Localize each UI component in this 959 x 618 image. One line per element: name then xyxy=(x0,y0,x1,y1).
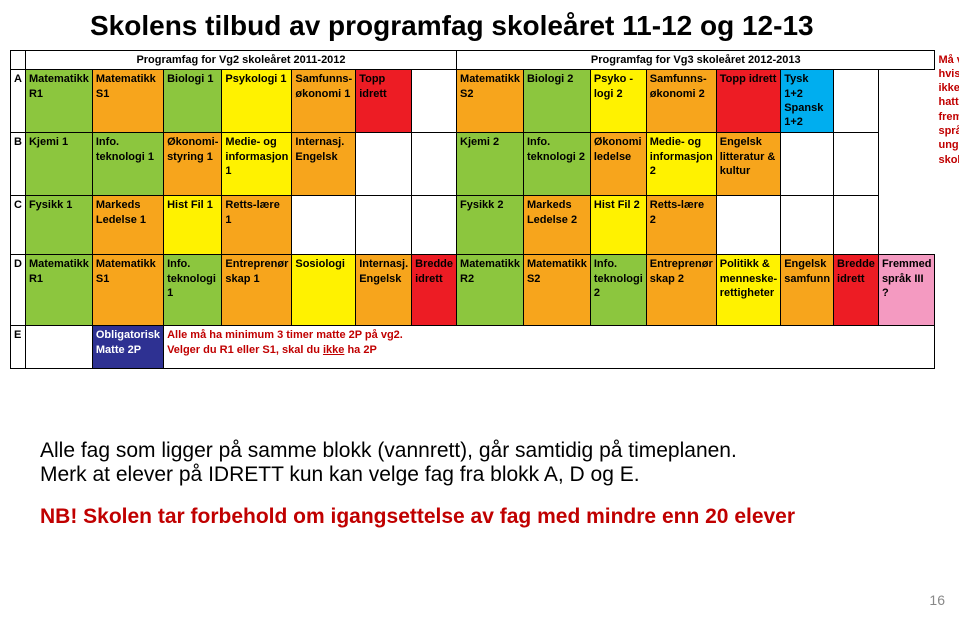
row-label-A: A xyxy=(11,70,26,133)
subject-cell: Kjemi 2 xyxy=(457,133,524,196)
empty-cell xyxy=(292,196,356,255)
subject-cell: Matematikk R1 xyxy=(25,70,92,133)
subject-cell: Psykologi 1 xyxy=(222,70,292,133)
subject-cell: Bredde idrett xyxy=(834,255,879,326)
subject-cell: Matematikk S2 xyxy=(523,255,590,326)
header-right: Programfag for Vg3 skoleåret 2012-2013 xyxy=(457,51,935,70)
subject-cell: Økonomi ledelse xyxy=(590,133,646,196)
subject-cell: Psyko -logi 2 xyxy=(590,70,646,133)
subject-cell: Entreprenør skap 2 xyxy=(646,255,716,326)
page-title: Skolens tilbud av programfag skoleåret 1… xyxy=(10,10,949,42)
subject-cell: Kjemi 1 xyxy=(25,133,92,196)
subject-cell: Økonomi-styring 1 xyxy=(164,133,222,196)
subject-cell: Matematikk S1 xyxy=(92,70,163,133)
subject-cell: Topp idrett xyxy=(716,70,780,133)
empty-cell xyxy=(356,133,412,196)
subject-cell: Samfunns-økonomi 1 xyxy=(292,70,356,133)
subject-cell: Info. teknologi 1 xyxy=(92,133,163,196)
footer-notes: Alle fag som ligger på samme blokk (vann… xyxy=(10,439,949,529)
e-note: Alle må ha minimum 3 timer matte 2P på v… xyxy=(164,326,935,369)
subject-cell: Matematikk S2 xyxy=(457,70,524,133)
subject-cell: Internasj. Engelsk xyxy=(356,255,412,326)
header-left: Programfag for Vg2 skoleåret 2011-2012 xyxy=(25,51,456,70)
subject-cell: Medie- og informasjon 2 xyxy=(646,133,716,196)
empty-cell xyxy=(412,133,457,196)
row-label-B: B xyxy=(11,133,26,196)
subject-cell: Fremmed språk III ? xyxy=(878,255,935,326)
subject-cell: Hist Fil 1 xyxy=(164,196,222,255)
row-C: CFysikk 1Markeds Ledelse 1Hist Fil 1Rett… xyxy=(11,196,959,255)
subject-cell: Hist Fil 2 xyxy=(590,196,646,255)
e-obligatorisk: Obligatorisk Matte 2P xyxy=(92,326,163,369)
row-D: DMatematikk R1Matematikk S1Info. teknolo… xyxy=(11,255,959,326)
row-B: BKjemi 1Info. teknologi 1Økonomi-styring… xyxy=(11,133,959,196)
subject-cell: Info. teknologi 1 xyxy=(164,255,222,326)
subject-cell: Engelsk litteratur & kultur xyxy=(716,133,780,196)
empty-cell xyxy=(781,196,834,255)
footer-nb: NB! Skolen tar forbehold om igangsettels… xyxy=(40,505,949,529)
empty-cell xyxy=(412,196,457,255)
empty-cell xyxy=(834,70,879,133)
subject-cell: Matematikk S1 xyxy=(92,255,163,326)
row-label-D: D xyxy=(11,255,26,326)
subject-cell: Retts-lære 2 xyxy=(646,196,716,255)
subject-cell: Biologi 1 xyxy=(164,70,222,133)
footer-line1: Alle fag som ligger på samme blokk (vann… xyxy=(40,439,949,463)
empty-cell xyxy=(716,196,780,255)
row-label-C: C xyxy=(11,196,26,255)
subject-cell: Internasj. Engelsk xyxy=(292,133,356,196)
subject-cell: Bredde idrett xyxy=(412,255,457,326)
subject-cell: Samfunns-økonomi 2 xyxy=(646,70,716,133)
subject-cell: Fysikk 1 xyxy=(25,196,92,255)
corner-cell xyxy=(11,51,26,70)
empty-cell xyxy=(781,133,834,196)
subject-cell: Matematikk R2 xyxy=(457,255,524,326)
row-A: AMatematikk R1Matematikk S1Biologi 1Psyk… xyxy=(11,70,959,133)
row-label-E: E xyxy=(11,326,26,369)
subject-cell: Entreprenør skap 1 xyxy=(222,255,292,326)
schedule-table: Programfag for Vg2 skoleåret 2011-2012 P… xyxy=(10,50,959,369)
subject-cell: Topp idrett xyxy=(356,70,412,133)
row-E: E Obligatorisk Matte 2P Alle må ha minim… xyxy=(11,326,959,369)
subject-cell: Info. teknologi 2 xyxy=(590,255,646,326)
empty-cell xyxy=(834,196,879,255)
subject-cell: Markeds Ledelse 1 xyxy=(92,196,163,255)
subject-cell: Politikk & menneske-rettigheter xyxy=(716,255,780,326)
subject-cell: Tysk 1+2 Spansk 1+2 xyxy=(781,70,834,133)
subject-cell: Matematikk R1 xyxy=(25,255,92,326)
side-note: Må velges hvis du ikke har hatt fremmed-… xyxy=(935,51,959,255)
page-number: 16 xyxy=(929,592,945,608)
footer-line2: Merk at elever på IDRETT kun kan velge f… xyxy=(40,463,949,487)
e-blank xyxy=(25,326,92,369)
subject-cell: Sosiologi xyxy=(292,255,356,326)
empty-cell xyxy=(356,196,412,255)
subject-cell: Engelsk samfunn xyxy=(781,255,834,326)
empty-cell xyxy=(834,133,879,196)
empty-cell xyxy=(412,70,457,133)
subject-cell: Fysikk 2 xyxy=(457,196,524,255)
subject-cell: Retts-lære 1 xyxy=(222,196,292,255)
subject-cell: Medie- og informasjon 1 xyxy=(222,133,292,196)
subject-cell: Info. teknologi 2 xyxy=(523,133,590,196)
subject-cell: Biologi 2 xyxy=(523,70,590,133)
subject-cell: Markeds Ledelse 2 xyxy=(523,196,590,255)
